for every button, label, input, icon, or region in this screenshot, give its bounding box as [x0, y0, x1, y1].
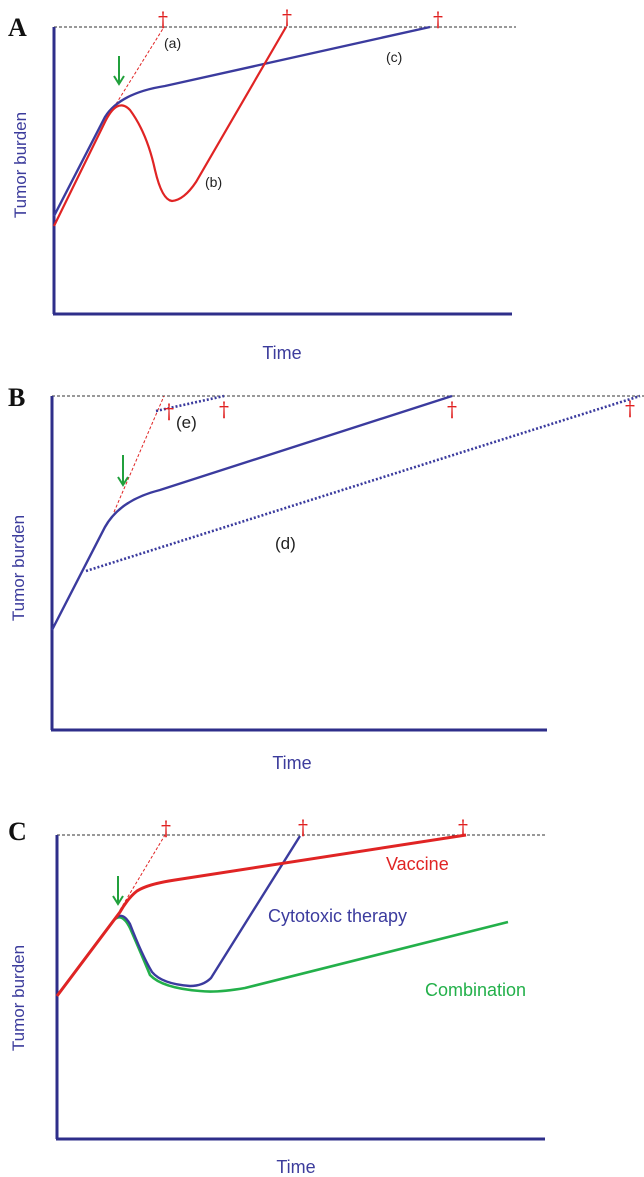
x-axis-label-a: Time: [262, 343, 301, 363]
dagger-icon: †: [282, 5, 292, 29]
curve-label-a: (a): [164, 35, 181, 51]
curve-label-c: (c): [386, 49, 402, 65]
panel-c: C † † † Vaccine Cytotoxic therapy Combin…: [8, 815, 546, 1177]
down-arrow-icon: [112, 876, 124, 906]
curve-label-b: (b): [205, 174, 222, 190]
y-axis-label-b: Tumor burden: [9, 515, 28, 621]
curve-c: [52, 25, 431, 217]
panel-letter-a: A: [8, 13, 27, 42]
dagger-icon: †: [447, 397, 457, 421]
curve-b-untreated: [113, 395, 165, 513]
series-label-cytotoxic-therapy: Cytotoxic therapy: [268, 906, 407, 926]
down-arrow-icon: [117, 455, 129, 487]
down-arrow-icon: [113, 56, 125, 86]
dagger-icon: †: [158, 7, 168, 31]
curve-c-untreated: [119, 834, 166, 911]
dagger-icon: †: [219, 397, 229, 421]
curve-cytotoxic-therapy: [56, 835, 302, 997]
series-label-vaccine: Vaccine: [386, 854, 449, 874]
dagger-icon: †: [433, 7, 443, 31]
curve-b-main: [50, 394, 453, 631]
panel-letter-c: C: [8, 817, 27, 846]
y-axis-label-a: Tumor burden: [11, 112, 30, 218]
curve-d: [85, 394, 641, 573]
dagger-icon: †: [161, 816, 171, 840]
x-axis-label-c: Time: [276, 1157, 315, 1177]
curve-b: [53, 26, 287, 227]
curve-label-d: (d): [275, 534, 296, 553]
dagger-icon: †: [164, 399, 174, 423]
dagger-icon: †: [298, 815, 308, 839]
panel-a: A † † † (a) (b) (c) Tumor burden Time: [8, 5, 516, 363]
dagger-icon: †: [625, 396, 635, 420]
curve-vaccine: [55, 833, 467, 997]
x-axis-label-b: Time: [272, 753, 311, 773]
y-axis-label-c: Tumor burden: [9, 945, 28, 1051]
panel-letter-b: B: [8, 383, 25, 412]
curve-label-e: (e): [176, 413, 197, 432]
series-label-combination: Combination: [425, 980, 526, 1000]
dagger-icon: †: [458, 815, 468, 839]
curve-combination: [55, 916, 509, 997]
panel-b: B † † † † (e) (d) Tumor burden Time: [8, 383, 644, 773]
curve-a-untreated: [115, 26, 165, 105]
